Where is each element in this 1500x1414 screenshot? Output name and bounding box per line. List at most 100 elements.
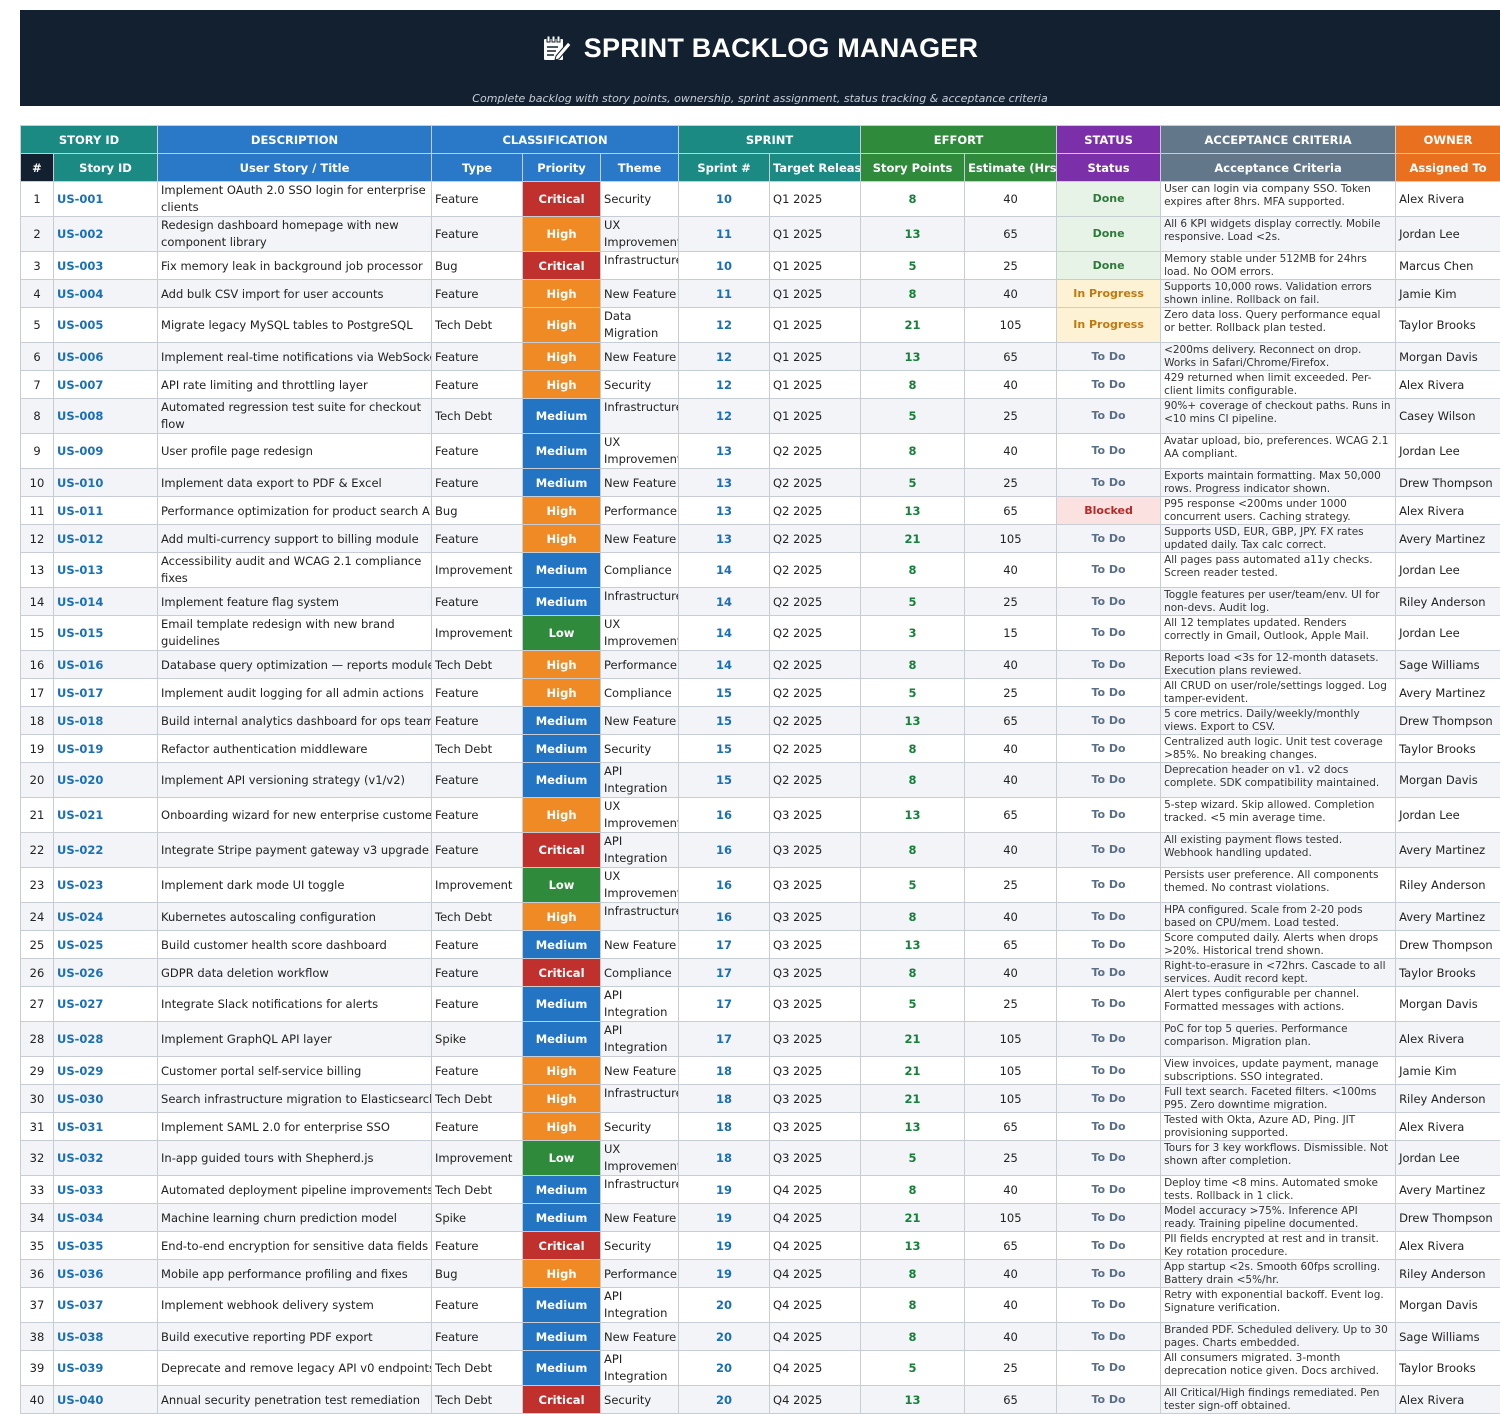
priority-badge[interactable]: High <box>523 1057 601 1085</box>
priority-badge[interactable]: High <box>523 1260 601 1288</box>
status-badge[interactable]: To Do <box>1057 833 1161 868</box>
owner-cell[interactable]: Alex Rivera <box>1396 1386 1500 1414</box>
estimate-cell[interactable]: 65 <box>965 798 1057 833</box>
theme-cell[interactable]: UX Improvement <box>601 1141 679 1176</box>
story-title-cell[interactable]: Implement OAuth 2.0 SSO login for enterp… <box>158 182 432 217</box>
sprint-cell[interactable]: 20 <box>679 1288 770 1323</box>
owner-cell[interactable]: Avery Martinez <box>1396 525 1500 553</box>
sprint-cell[interactable]: 17 <box>679 959 770 987</box>
story-points-cell[interactable]: 5 <box>861 399 965 434</box>
story-points-cell[interactable]: 21 <box>861 1085 965 1113</box>
theme-cell[interactable]: UX Improvement <box>601 868 679 903</box>
release-cell[interactable]: Q3 2025 <box>770 931 861 959</box>
story-id-cell[interactable]: US-015 <box>54 616 158 651</box>
story-points-cell[interactable]: 13 <box>861 1113 965 1141</box>
priority-badge[interactable]: Critical <box>523 182 601 217</box>
theme-cell[interactable]: New Feature <box>601 1057 679 1085</box>
owner-cell[interactable]: Jordan Lee <box>1396 1141 1500 1176</box>
owner-cell[interactable]: Morgan Davis <box>1396 343 1500 371</box>
story-points-cell[interactable]: 8 <box>861 182 965 217</box>
story-title-cell[interactable]: Redesign dashboard homepage with new com… <box>158 217 432 252</box>
estimate-cell[interactable]: 40 <box>965 651 1057 679</box>
estimate-cell[interactable]: 40 <box>965 1323 1057 1351</box>
priority-badge[interactable]: High <box>523 308 601 343</box>
sprint-cell[interactable]: 12 <box>679 308 770 343</box>
acceptance-criteria-cell[interactable]: Supports 10,000 rows. Validation errors … <box>1161 280 1396 308</box>
release-cell[interactable]: Q3 2025 <box>770 959 861 987</box>
acceptance-criteria-cell[interactable]: P95 response <200ms under 1000 concurren… <box>1161 497 1396 525</box>
acceptance-criteria-cell[interactable]: Deprecation header on v1. v2 docs comple… <box>1161 763 1396 798</box>
sprint-cell[interactable]: 19 <box>679 1260 770 1288</box>
story-title-cell[interactable]: Mobile app performance profiling and fix… <box>158 1260 432 1288</box>
priority-badge[interactable]: Medium <box>523 931 601 959</box>
row-number[interactable]: 9 <box>21 434 54 469</box>
story-points-cell[interactable]: 21 <box>861 525 965 553</box>
acceptance-criteria-cell[interactable]: Right-to-erasure in <72hrs. Cascade to a… <box>1161 959 1396 987</box>
sprint-cell[interactable]: 15 <box>679 707 770 735</box>
story-id-cell[interactable]: US-038 <box>54 1323 158 1351</box>
story-id-cell[interactable]: US-009 <box>54 434 158 469</box>
owner-cell[interactable]: Jordan Lee <box>1396 434 1500 469</box>
acceptance-criteria-cell[interactable]: Alert types configurable per channel. Fo… <box>1161 987 1396 1022</box>
estimate-cell[interactable]: 65 <box>965 707 1057 735</box>
theme-cell[interactable]: Infrastructure <box>601 1085 679 1113</box>
sprint-cell[interactable]: 12 <box>679 399 770 434</box>
sprint-cell[interactable]: 10 <box>679 252 770 280</box>
story-title-cell[interactable]: Accessibility audit and WCAG 2.1 complia… <box>158 553 432 588</box>
type-cell[interactable]: Feature <box>432 959 523 987</box>
row-number[interactable]: 11 <box>21 497 54 525</box>
theme-cell[interactable]: Performance <box>601 1260 679 1288</box>
priority-badge[interactable]: Critical <box>523 252 601 280</box>
story-id-cell[interactable]: US-029 <box>54 1057 158 1085</box>
row-number[interactable]: 7 <box>21 371 54 399</box>
sprint-cell[interactable]: 14 <box>679 651 770 679</box>
sprint-cell[interactable]: 15 <box>679 679 770 707</box>
story-id-cell[interactable]: US-040 <box>54 1386 158 1414</box>
sprint-cell[interactable]: 20 <box>679 1386 770 1414</box>
status-badge[interactable]: To Do <box>1057 588 1161 616</box>
row-number[interactable]: 1 <box>21 182 54 217</box>
owner-cell[interactable]: Morgan Davis <box>1396 1288 1500 1323</box>
col-header-priority[interactable]: Priority <box>523 154 601 182</box>
owner-cell[interactable]: Drew Thompson <box>1396 1204 1500 1232</box>
theme-cell[interactable]: UX Improvement <box>601 798 679 833</box>
owner-cell[interactable]: Alex Rivera <box>1396 371 1500 399</box>
estimate-cell[interactable]: 105 <box>965 1057 1057 1085</box>
owner-cell[interactable]: Alex Rivera <box>1396 1232 1500 1260</box>
priority-badge[interactable]: Medium <box>523 763 601 798</box>
type-cell[interactable]: Tech Debt <box>432 308 523 343</box>
priority-badge[interactable]: High <box>523 343 601 371</box>
theme-cell[interactable]: Compliance <box>601 959 679 987</box>
owner-cell[interactable]: Taylor Brooks <box>1396 308 1500 343</box>
type-cell[interactable]: Bug <box>432 252 523 280</box>
acceptance-criteria-cell[interactable]: 5 core metrics. Daily/weekly/monthly vie… <box>1161 707 1396 735</box>
sprint-cell[interactable]: 17 <box>679 931 770 959</box>
type-cell[interactable]: Improvement <box>432 1141 523 1176</box>
story-title-cell[interactable]: Customer portal self-service billing <box>158 1057 432 1085</box>
owner-cell[interactable]: Sage Williams <box>1396 651 1500 679</box>
estimate-cell[interactable]: 40 <box>965 182 1057 217</box>
row-number[interactable]: 2 <box>21 217 54 252</box>
release-cell[interactable]: Q4 2025 <box>770 1288 861 1323</box>
story-title-cell[interactable]: Automated regression test suite for chec… <box>158 399 432 434</box>
acceptance-criteria-cell[interactable]: PII fields encrypted at rest and in tran… <box>1161 1232 1396 1260</box>
release-cell[interactable]: Q2 2025 <box>770 735 861 763</box>
owner-cell[interactable]: Casey Wilson <box>1396 399 1500 434</box>
story-points-cell[interactable]: 8 <box>861 1288 965 1323</box>
type-cell[interactable]: Feature <box>432 987 523 1022</box>
status-badge[interactable]: To Do <box>1057 735 1161 763</box>
estimate-cell[interactable]: 25 <box>965 252 1057 280</box>
release-cell[interactable]: Q4 2025 <box>770 1386 861 1414</box>
story-points-cell[interactable]: 13 <box>861 217 965 252</box>
owner-cell[interactable]: Taylor Brooks <box>1396 959 1500 987</box>
col-header-status[interactable]: Status <box>1057 154 1161 182</box>
type-cell[interactable]: Tech Debt <box>432 1386 523 1414</box>
estimate-cell[interactable]: 25 <box>965 469 1057 497</box>
acceptance-criteria-cell[interactable]: Zero data loss. Query performance equal … <box>1161 308 1396 343</box>
acceptance-criteria-cell[interactable]: All Critical/High findings remediated. P… <box>1161 1386 1396 1414</box>
